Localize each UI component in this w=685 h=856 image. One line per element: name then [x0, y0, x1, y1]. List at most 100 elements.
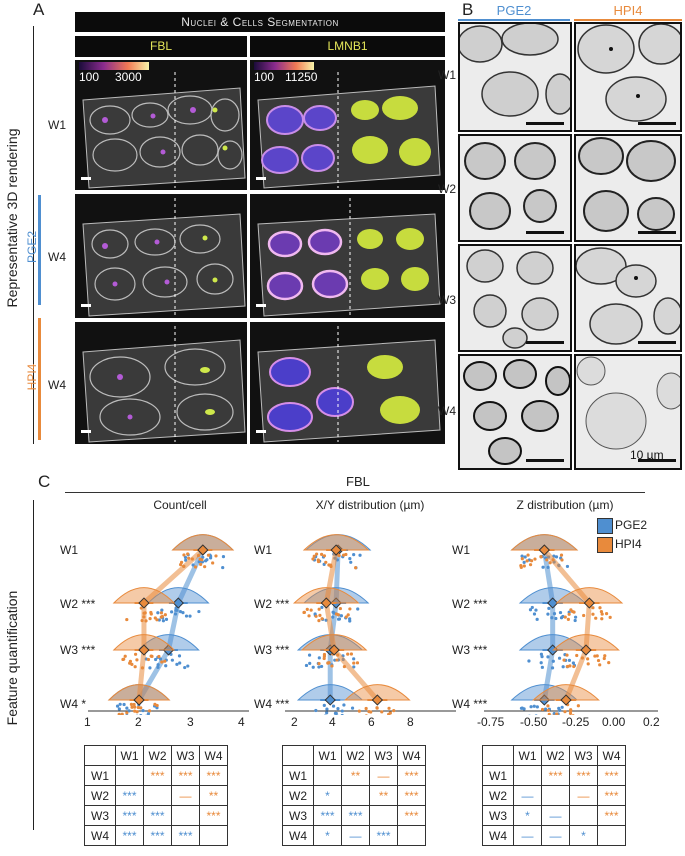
data-point — [311, 557, 315, 561]
data-point — [312, 554, 316, 558]
data-point — [317, 656, 321, 660]
data-point — [355, 661, 360, 665]
cell-img-pge2-w3 — [458, 244, 572, 352]
table-header-cell: W4 — [597, 745, 626, 766]
data-point — [209, 556, 213, 560]
data-point — [554, 616, 558, 621]
density-curve — [302, 534, 370, 551]
data-point — [576, 704, 580, 708]
data-point — [307, 614, 311, 618]
data-point — [541, 565, 545, 569]
scalebar-label: 10 µm — [630, 448, 664, 462]
legend-hpi4-label: HPI4 — [615, 537, 642, 551]
table-cell — [597, 825, 626, 846]
data-point — [121, 657, 125, 662]
table-header-cell: W1 — [115, 745, 144, 766]
render-fbl-w1 — [75, 60, 247, 190]
data-point — [535, 705, 539, 709]
table-cell — [341, 785, 370, 806]
data-point — [182, 564, 186, 568]
data-point — [198, 557, 202, 561]
data-point — [201, 555, 205, 559]
data-point — [317, 665, 321, 669]
data-point — [352, 665, 356, 669]
data-point — [125, 706, 129, 710]
data-point — [177, 654, 182, 658]
data-point — [173, 612, 178, 616]
data-point — [534, 608, 538, 612]
table-header-cell — [282, 745, 314, 766]
panel-b-letter: B — [462, 0, 474, 19]
data-point — [174, 606, 178, 610]
table-cell: *** — [115, 785, 144, 806]
table-row: W4 *** *** *** — [84, 825, 228, 846]
density-curve — [107, 684, 171, 701]
data-point — [183, 555, 188, 560]
data-point — [150, 654, 154, 658]
data-point — [129, 702, 134, 706]
row-label-a3: W4 — [48, 378, 66, 392]
mean-marker — [371, 694, 384, 706]
fbl-scale-min: 100 — [79, 70, 100, 84]
data-point — [196, 553, 201, 558]
data-point — [335, 658, 339, 662]
data-point — [322, 554, 327, 558]
data-point — [344, 552, 348, 557]
table-cell — [369, 805, 398, 826]
data-point — [550, 666, 555, 670]
table-cell — [397, 825, 426, 846]
plot2-row2: W2 *** — [254, 597, 290, 611]
data-point — [565, 564, 570, 569]
table-cell: * — [313, 825, 342, 846]
table-cell: *** — [143, 825, 172, 846]
data-point — [157, 654, 161, 659]
table-cell: *** — [397, 765, 426, 786]
data-point — [608, 615, 612, 619]
pge2-group-label: PGE2 — [25, 231, 39, 264]
table-cell: * — [569, 825, 598, 846]
data-point — [557, 656, 562, 660]
legend-pge2-swatch — [597, 518, 613, 534]
data-point — [547, 712, 551, 715]
table-cell: — — [513, 825, 542, 846]
data-point — [561, 665, 565, 669]
table-cell: *** — [171, 765, 200, 786]
table-cell: W4 — [84, 825, 116, 846]
data-point — [203, 559, 208, 563]
data-point — [317, 607, 321, 611]
data-point — [142, 615, 146, 619]
data-point — [566, 617, 570, 621]
data-point — [188, 614, 192, 618]
data-point — [364, 706, 368, 711]
data-point — [163, 659, 167, 663]
table-row: W1 *** *** *** — [482, 765, 626, 786]
data-point — [600, 612, 604, 616]
render-lmnb1-w4-pge2 — [250, 194, 445, 318]
data-point — [323, 714, 327, 715]
data-point — [582, 613, 586, 618]
panel-a-letter: A — [33, 0, 45, 19]
table-cell — [313, 765, 342, 786]
table-cell: W3 — [84, 805, 116, 826]
data-point — [175, 662, 179, 666]
table-cell: ** — [199, 785, 228, 806]
mean-marker — [330, 544, 342, 556]
mean-marker — [328, 644, 340, 656]
render-lmnb1-w1 — [250, 60, 445, 190]
cell-img-hpi4-w4 — [574, 354, 682, 470]
data-point — [529, 705, 533, 709]
data-point — [148, 617, 152, 621]
data-point — [540, 655, 544, 659]
density-curve — [344, 684, 411, 701]
plot3-row2: W2 *** — [452, 597, 488, 611]
table-header-cell: W4 — [199, 745, 228, 766]
data-point — [525, 559, 529, 563]
data-point — [349, 652, 353, 656]
table-cell: — — [513, 785, 542, 806]
data-point — [130, 662, 134, 666]
data-point — [184, 558, 188, 562]
data-point — [135, 710, 139, 714]
plot3-tick3: -0.25 — [562, 715, 590, 729]
data-point — [586, 662, 590, 666]
table-row: W1 *** *** *** — [84, 765, 228, 786]
